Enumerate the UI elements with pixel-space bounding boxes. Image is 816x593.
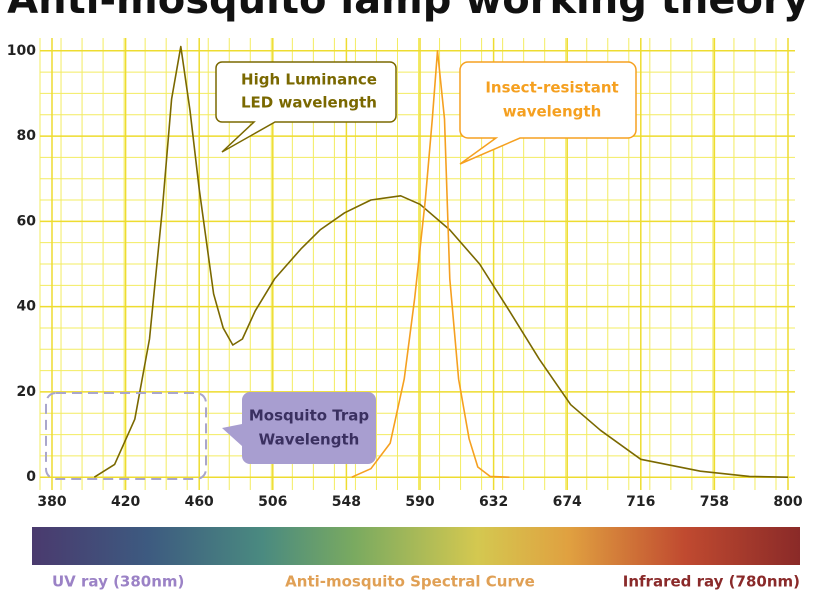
callout-trap xyxy=(222,392,376,464)
y-tick-label: 40 xyxy=(17,299,37,315)
x-tick-label: 506 xyxy=(258,494,287,510)
x-tick-label: 632 xyxy=(479,494,508,510)
series-line xyxy=(351,49,510,478)
y-tick-label: 100 xyxy=(7,43,36,59)
y-tick-label: 80 xyxy=(17,128,37,144)
chart-title: Anti-mosquito lamp working theory xyxy=(7,0,809,23)
series-line xyxy=(93,45,789,478)
y-tick-label: 0 xyxy=(26,469,36,485)
footer-right: Infrared ray (780nm) xyxy=(623,573,800,591)
x-tick-label: 380 xyxy=(37,494,66,510)
annotation-text: wavelength xyxy=(503,103,602,121)
callout-led xyxy=(215,61,397,153)
x-tick-label: 420 xyxy=(111,494,140,510)
trap-region xyxy=(45,392,207,480)
callout-insect xyxy=(459,61,637,165)
x-tick-label: 716 xyxy=(626,494,655,510)
x-tick-label: 674 xyxy=(553,494,582,510)
annotation-text: LED wavelength xyxy=(241,94,377,112)
x-tick-label: 758 xyxy=(700,494,729,510)
x-tick-label: 800 xyxy=(773,494,802,510)
footer-center: Anti-mosquito Spectral Curve xyxy=(285,573,535,591)
annotation-text: Insect-resistant xyxy=(485,79,618,97)
annotation-text: High Luminance xyxy=(241,71,377,89)
x-tick-label: 590 xyxy=(405,494,434,510)
y-tick-label: 60 xyxy=(17,213,37,229)
y-tick-label: 20 xyxy=(17,384,37,400)
spectrum-bar xyxy=(32,527,800,565)
footer-left: UV ray (380nm) xyxy=(52,573,184,591)
annotation-text: Mosquito Trap xyxy=(249,407,370,425)
x-tick-label: 548 xyxy=(332,494,361,510)
annotation-text: Wavelength xyxy=(259,431,360,449)
x-tick-label: 460 xyxy=(185,494,214,510)
